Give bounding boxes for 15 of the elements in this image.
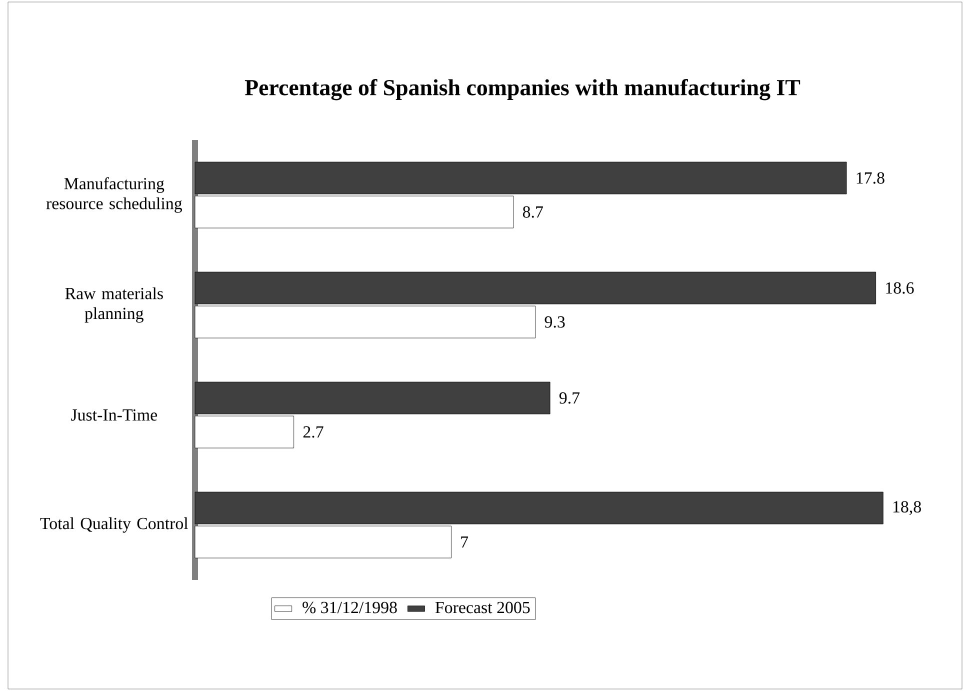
legend-label: Forecast 2005: [435, 602, 530, 614]
data-label: 9.3: [544, 316, 565, 328]
legend-label: % 31/12/1998: [302, 602, 397, 614]
chart-title: Percentage of Spanish companies with manufacturing IT: [244, 78, 800, 100]
data-label: 17.8: [856, 172, 884, 184]
data-label: 2.7: [303, 426, 324, 438]
y-tick-label: Just-In-Time: [71, 409, 158, 421]
y-tick-label: Total Quality Control: [40, 517, 188, 533]
data-label: 18,8: [893, 501, 921, 515]
data-label: 18.6: [886, 282, 914, 294]
data-label: 7: [461, 536, 468, 548]
data-label: 9.7: [559, 392, 580, 404]
data-label: 8.7: [522, 206, 543, 218]
y-tick-label: Raw materials planning: [65, 287, 163, 323]
y-tick-label: Manufacturing resource scheduling: [46, 177, 182, 213]
